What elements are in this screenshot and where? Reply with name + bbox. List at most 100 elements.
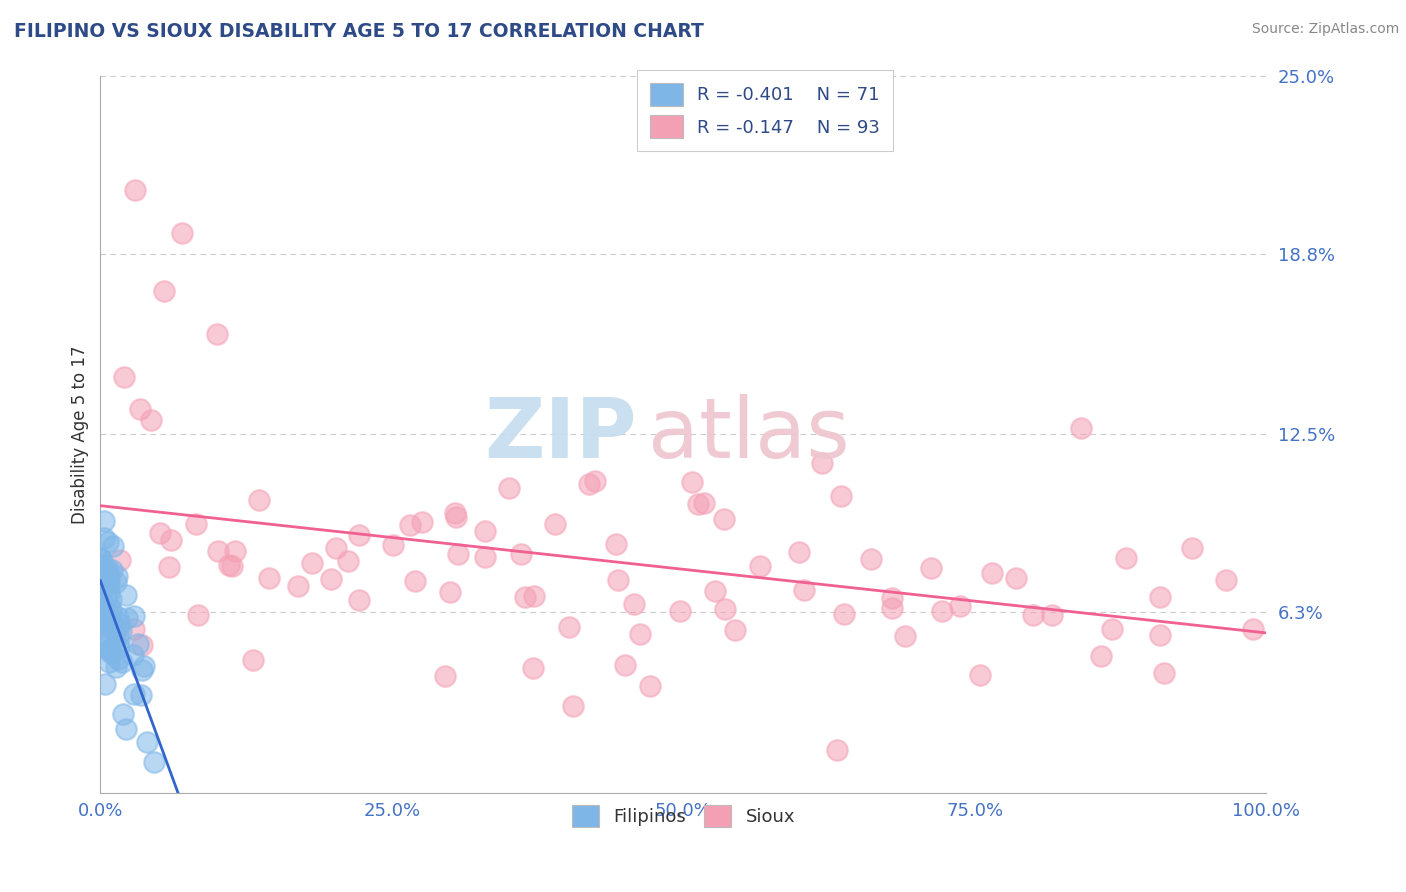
Point [160,533,183,547]
Point [98,612,121,626]
Point [107,628,129,642]
Point [931,604,953,618]
Point [142,755,165,769]
Point [583,475,606,489]
Point [561,699,583,714]
Point [115,610,138,624]
Point [90,592,112,607]
Point [669,604,692,618]
Point [880,591,903,605]
Text: ZIP: ZIP [484,394,637,475]
Point [153,284,176,298]
Point [558,619,581,633]
Point [114,723,136,737]
Point [90,556,112,570]
Point [105,659,128,673]
Point [810,457,832,471]
Point [510,547,533,561]
Point [713,512,735,526]
Text: atlas: atlas [648,394,851,475]
Point [628,627,651,641]
Point [1181,541,1204,555]
Point [1004,571,1026,585]
Point [129,688,152,702]
Point [1241,622,1264,636]
Point [513,590,536,604]
Point [221,558,243,573]
Point [97,535,120,549]
Point [98,576,121,591]
Point [127,636,149,650]
Point [1149,628,1171,642]
Point [205,326,228,341]
Point [287,579,309,593]
Point [920,561,942,575]
Point [439,585,461,599]
Point [186,516,208,531]
Point [96,628,118,642]
Point [207,544,229,558]
Point [614,658,637,673]
Point [96,566,118,580]
Point [97,570,120,584]
Point [257,571,280,585]
Point [98,642,121,657]
Point [94,591,117,606]
Point [90,558,112,572]
Point [98,615,121,629]
Point [122,648,145,662]
Point [96,626,118,640]
Point [93,573,115,587]
Point [91,577,114,591]
Point [157,560,180,574]
Point [1022,607,1045,622]
Point [93,514,115,528]
Point [319,572,342,586]
Point [96,605,118,619]
Point [105,635,128,649]
Point [131,638,153,652]
Point [112,370,135,384]
Point [100,602,122,616]
Point [787,545,810,559]
Point [247,493,270,508]
Point [1090,649,1112,664]
Point [382,538,405,552]
Point [94,676,117,690]
Point [122,609,145,624]
Point [97,574,120,589]
Point [498,481,520,495]
Point [411,515,433,529]
Point [100,618,122,632]
Point [242,652,264,666]
Point [724,623,747,637]
Point [578,476,600,491]
Point [301,557,323,571]
Point [97,585,120,599]
Point [224,544,246,558]
Point [110,624,132,639]
Point [713,602,735,616]
Point [347,528,370,542]
Point [638,679,661,693]
Point [96,561,118,575]
Point [97,566,120,580]
Point [112,707,135,722]
Point [218,558,240,572]
Point [101,539,124,553]
Point [605,537,627,551]
Point [1215,573,1237,587]
Point [107,609,129,624]
Point [623,598,645,612]
Point [446,547,468,561]
Point [349,592,371,607]
Point [93,532,115,546]
Point [325,541,347,556]
Point [131,663,153,677]
Point [398,518,420,533]
Point [149,526,172,541]
Point [1115,551,1137,566]
Y-axis label: Disability Age 5 to 17: Disability Age 5 to 17 [72,345,89,524]
Point [100,646,122,660]
Text: FILIPINO VS SIOUX DISABILITY AGE 5 TO 17 CORRELATION CHART: FILIPINO VS SIOUX DISABILITY AGE 5 TO 17… [14,22,704,41]
